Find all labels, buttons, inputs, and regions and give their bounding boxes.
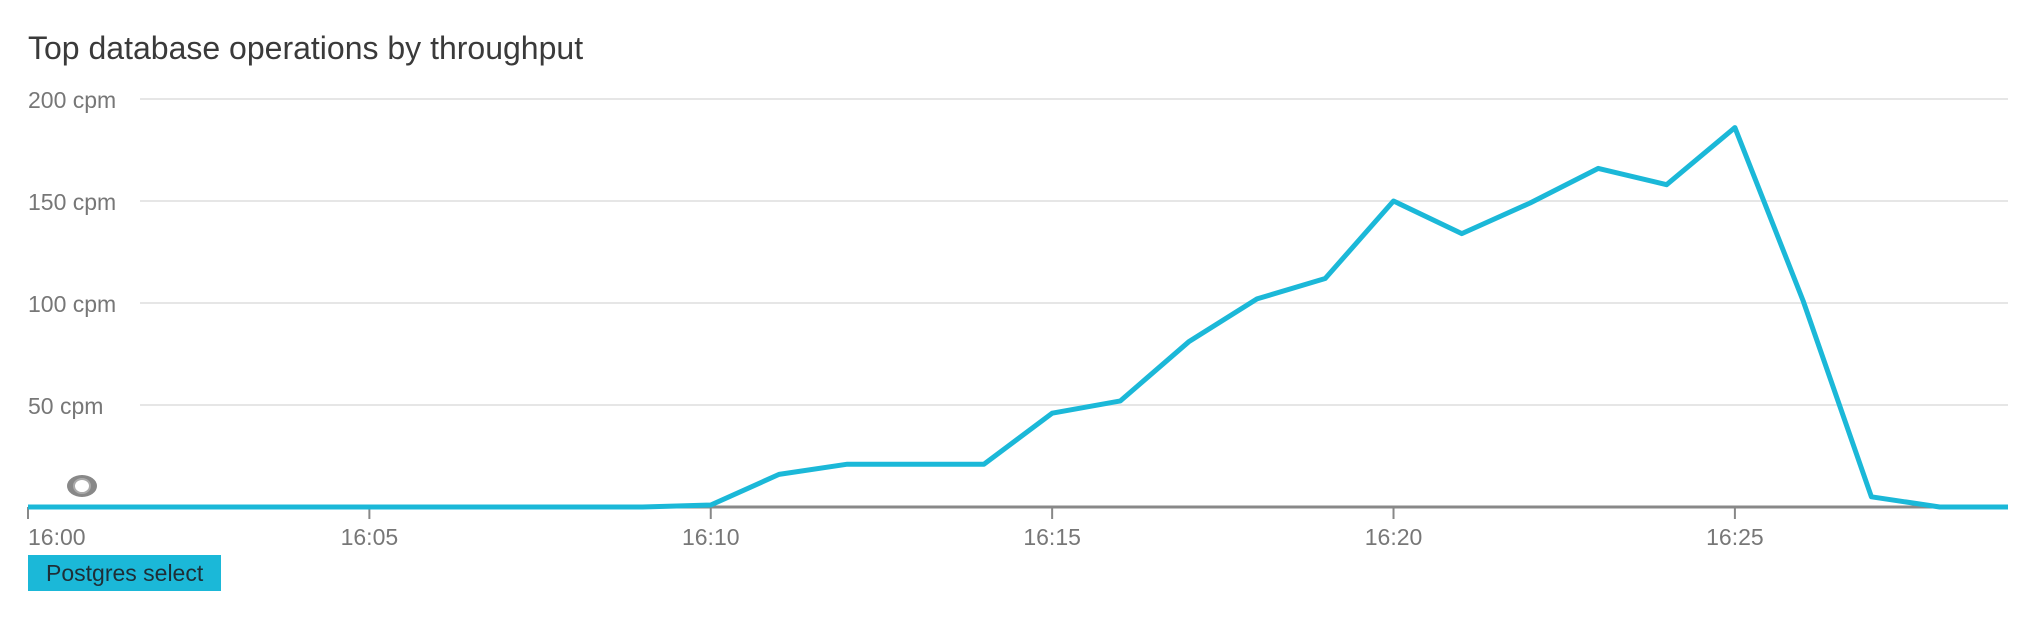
series-line-postgres-select[interactable] [28, 125, 2008, 510]
event-marker[interactable] [67, 475, 97, 497]
x-tick-label: 16:10 [682, 524, 740, 550]
series-layer [28, 125, 2008, 510]
y-axis-ticks: 50 cpm 100 cpm 150 cpm 200 cpm [28, 87, 116, 419]
x-tick-label: 16:20 [1365, 524, 1423, 550]
x-tick-label: 16:05 [341, 524, 399, 550]
y-tick-label: 200 cpm [28, 87, 116, 113]
y-tick-label: 150 cpm [28, 189, 116, 215]
x-axis-ticks: 16:00 16:05 16:10 16:15 16:20 16:25 [27, 507, 1764, 550]
x-tick-label: 16:15 [1023, 524, 1081, 550]
x-tick-label: 16:25 [1706, 524, 1764, 550]
grid-lines [28, 98, 2008, 509]
eye-icon-inner [73, 478, 91, 494]
legend-item-postgres-select[interactable]: Postgres select [28, 555, 222, 591]
x-tick-label: 16:00 [28, 524, 86, 550]
y-tick-label: 50 cpm [28, 393, 103, 419]
chart-title: Top database operations by throughput [28, 30, 584, 66]
y-tick-label: 100 cpm [28, 291, 116, 317]
